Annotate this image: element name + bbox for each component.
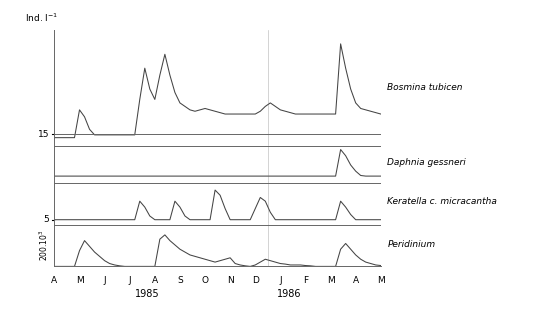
- Text: A: A: [51, 276, 58, 285]
- Text: O: O: [201, 276, 208, 285]
- Text: M: M: [76, 276, 83, 285]
- Text: Keratella c. micracantha: Keratella c. micracantha: [387, 197, 497, 206]
- Text: Bosmina tubicen: Bosmina tubicen: [387, 83, 463, 92]
- Text: 1986: 1986: [277, 289, 302, 299]
- Text: F: F: [303, 276, 308, 285]
- Text: J: J: [128, 276, 131, 285]
- Text: 15: 15: [38, 130, 50, 139]
- Text: 200.10$^{3}$: 200.10$^{3}$: [37, 229, 50, 261]
- Text: A: A: [152, 276, 158, 285]
- Text: A: A: [353, 276, 358, 285]
- Text: J: J: [103, 276, 106, 285]
- Text: D: D: [252, 276, 259, 285]
- Text: 1985: 1985: [135, 289, 160, 299]
- Text: 5: 5: [44, 215, 50, 224]
- Text: M: M: [327, 276, 335, 285]
- Text: Ind. l$^{-1}$: Ind. l$^{-1}$: [25, 12, 58, 24]
- Text: N: N: [227, 276, 233, 285]
- Text: S: S: [177, 276, 183, 285]
- Text: Daphnia gessneri: Daphnia gessneri: [387, 158, 466, 167]
- Text: J: J: [279, 276, 282, 285]
- Text: Peridinium: Peridinium: [387, 240, 435, 249]
- Text: M: M: [377, 276, 385, 285]
